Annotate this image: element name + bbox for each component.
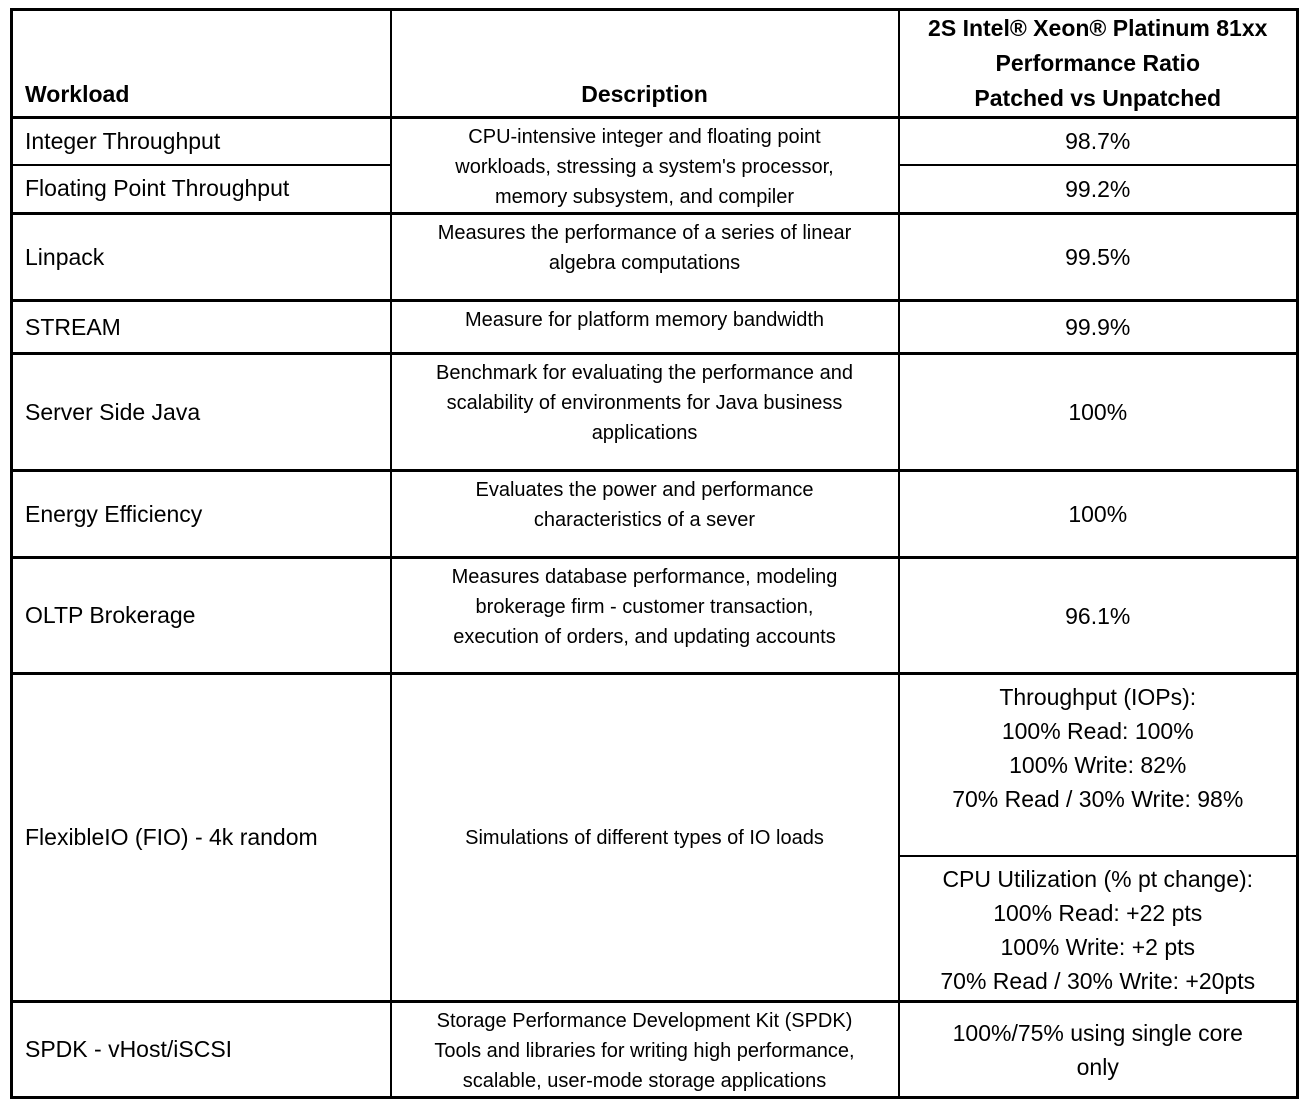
cell-ratio-server-side-java: 100% [897,352,1299,472]
cell-ratio-integer-throughput: 98.7% [897,115,1299,166]
table-row-stream: STREAM Measure for platform memory bandw… [10,299,1299,355]
cell-workload-linpack: Linpack [10,212,392,302]
cell-workload-energy-efficiency: Energy Efficiency [10,469,392,559]
cell-description-server-side-java: Benchmark for evaluating the performance… [389,352,900,472]
table-row-integer-throughput: Integer Throughput CPU-intensive integer… [10,115,1299,215]
cell-ratio-stream: 99.9% [897,299,1299,355]
table-row-energy-efficiency: Energy Efficiency Evaluates the power an… [10,469,1299,559]
cell-ratio-spdk: 100%/75% using single core only [897,1000,1299,1099]
cell-description-spdk: Storage Performance Development Kit (SPD… [389,1000,900,1099]
table-row-flexible-io: FlexibleIO (FIO) - 4k random Simulations… [10,672,1299,1003]
cell-workload-flexible-io: FlexibleIO (FIO) - 4k random [10,672,392,1003]
cell-ratio-linpack: 99.5% [897,212,1299,302]
cell-description-linpack: Measures the performance of a series of … [389,212,900,302]
cell-ratio-floating-point-throughput: 99.2% [897,163,1299,215]
header-description: Description [389,8,900,119]
header-performance-ratio: 2S Intel® Xeon® Platinum 81xx Performanc… [897,8,1299,119]
cell-ratio-flexible-io-cpu-utilization: CPU Utilization (% pt change): 100% Read… [897,854,1299,1003]
table-row-spdk: SPDK - vHost/iSCSI Storage Performance D… [10,1000,1299,1099]
cell-ratio-oltp-brokerage: 96.1% [897,556,1299,675]
cell-description-flexible-io: Simulations of different types of IO loa… [389,672,900,1003]
cell-description-stream: Measure for platform memory bandwidth [389,299,900,355]
cell-ratio-flexible-io-throughput: Throughput (IOPs): 100% Read: 100% 100% … [897,672,1299,857]
cell-workload-integer-throughput: Integer Throughput [10,115,392,166]
cell-description-energy-efficiency: Evaluates the power and performance char… [389,469,900,559]
cell-workload-server-side-java: Server Side Java [10,352,392,472]
table-row-floating-point-throughput: Floating Point Throughput 99.2% [10,163,1299,215]
table-row-linpack: Linpack Measures the performance of a se… [10,212,1299,302]
cell-workload-spdk: SPDK - vHost/iSCSI [10,1000,392,1099]
header-workload: Workload [10,8,392,119]
table-header-row: Workload Description 2S Intel® Xeon® Pla… [10,8,1299,119]
cell-workload-stream: STREAM [10,299,392,355]
benchmark-table: Workload Description 2S Intel® Xeon® Pla… [10,8,1299,1099]
cell-description-cpu-intensive: CPU-intensive integer and floating point… [389,116,900,215]
cell-description-oltp-brokerage: Measures database performance, modeling … [389,556,900,675]
cell-workload-oltp-brokerage: OLTP Brokerage [10,556,392,675]
cell-workload-floating-point-throughput: Floating Point Throughput [10,163,392,215]
cell-ratio-energy-efficiency: 100% [897,469,1299,559]
table-row-server-side-java: Server Side Java Benchmark for evaluatin… [10,352,1299,472]
table-row-oltp-brokerage: OLTP Brokerage Measures database perform… [10,556,1299,675]
table-row-flexible-io-cpu: CPU Utilization (% pt change): 100% Read… [12,854,1299,1003]
